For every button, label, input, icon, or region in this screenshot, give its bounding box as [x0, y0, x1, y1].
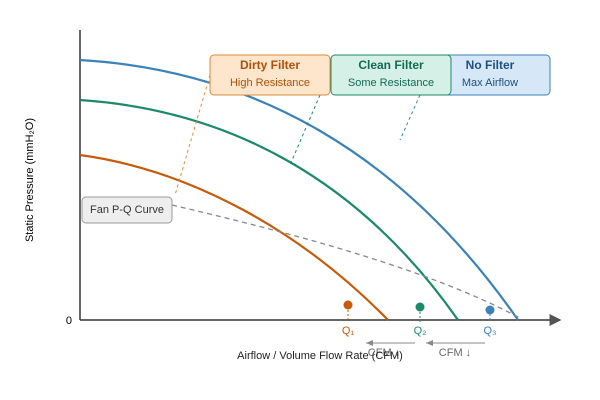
callout-subtitle: Some Resistance	[348, 77, 434, 89]
callout: No Filter Max Airflow	[429, 54, 551, 96]
leader-line	[289, 94, 321, 166]
leader-line	[399, 94, 421, 141]
x-axis-label: Airflow / Volume Flow Rate (CFM)	[237, 350, 403, 362]
operating-point	[343, 300, 353, 310]
leader-line	[174, 74, 211, 196]
shift-label: CFM ↓	[368, 347, 400, 359]
point-label: Q₃	[483, 325, 496, 337]
callout-title: No Filter	[466, 58, 515, 72]
callout: Clean Filter Some Resistance	[330, 54, 452, 96]
callout-title: Clean Filter	[358, 58, 424, 72]
shift-label: CFM ↓	[439, 347, 471, 359]
dirty-filter-curve	[79, 153, 389, 321]
callout-title: Dirty Filter	[240, 58, 300, 72]
clean-filter-curve	[79, 98, 459, 321]
system-curve	[171, 204, 521, 319]
callout: Dirty Filter High Resistance	[209, 54, 331, 96]
operating-point	[415, 302, 425, 312]
point-label: Q₂	[414, 325, 427, 337]
origin-label: 0	[66, 315, 72, 327]
fan-curve-callout: Fan P-Q Curve	[81, 196, 173, 224]
point-label: Q₁	[342, 325, 355, 337]
y-axis-label: Static Pressure (mmH₂O)	[24, 118, 36, 242]
callout-subtitle: Max Airflow	[462, 77, 518, 89]
operating-point	[485, 305, 495, 315]
fan-curve-label: Fan P-Q Curve	[90, 204, 164, 216]
no-filter-curve	[79, 58, 519, 321]
callout-subtitle: High Resistance	[230, 77, 310, 89]
